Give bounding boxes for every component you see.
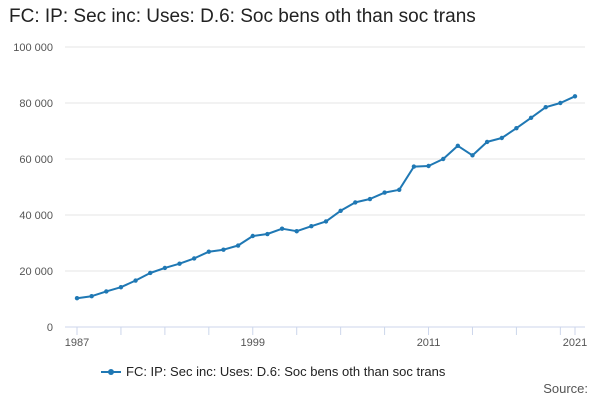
grid-layer (65, 46, 585, 272)
data-point (74, 295, 80, 301)
y-tick-label: 0 (47, 322, 53, 334)
legend-label: FC: IP: Sec inc: Uses: D.6: Soc bens oth… (126, 364, 446, 379)
data-point (221, 247, 226, 252)
y-tick-label: 80 000 (19, 98, 53, 110)
chart-title: FC: IP: Sec inc: Uses: D.6: Soc bens oth… (9, 6, 476, 27)
legend-line-marker-icon (101, 368, 121, 375)
data-point (104, 289, 109, 294)
data-point (484, 139, 490, 145)
x-tick-label: 1987 (65, 337, 89, 349)
data-point (250, 233, 255, 239)
data-point (572, 94, 578, 99)
x-tick-label: 2021 (563, 337, 587, 349)
data-point (162, 265, 168, 271)
data-point (338, 208, 343, 213)
data-point (455, 143, 461, 149)
data-point (543, 105, 548, 110)
data-point (133, 278, 138, 283)
data-point (367, 196, 373, 202)
source-label: Source: (543, 381, 588, 396)
x-tick-label: 2011 (417, 337, 441, 349)
axis-layer: 0 20 000 40 000 60 000 80 000 100 000 1987 1999… (13, 42, 587, 349)
data-point (265, 231, 270, 237)
data-point (499, 135, 504, 141)
data-point (118, 285, 124, 290)
data-point (382, 190, 387, 195)
data-point (235, 243, 241, 248)
legend[interactable]: FC: IP: Sec inc: Uses: D.6: Soc bens oth… (100, 364, 445, 379)
data-point (426, 163, 431, 169)
data-point (558, 100, 563, 106)
data-point (191, 256, 197, 261)
y-tick-label: 20 000 (19, 266, 53, 278)
data-point (206, 249, 212, 254)
series-line (76, 95, 576, 300)
data-point (397, 187, 402, 192)
y-tick-label: 40 000 (19, 210, 53, 222)
data-point (279, 226, 285, 231)
data-point (470, 153, 475, 158)
data-point (148, 270, 153, 276)
y-tick-label: 60 000 (19, 154, 53, 166)
data-point (309, 224, 314, 229)
data-point (323, 219, 329, 224)
data-point (353, 200, 358, 205)
data-point (89, 294, 94, 299)
x-tick-label: 1999 (241, 337, 265, 349)
data-point (411, 164, 417, 169)
data-point (177, 261, 182, 266)
y-tick-label: 100 000 (13, 42, 53, 54)
data-point (440, 156, 446, 162)
data-point (528, 115, 534, 121)
data-point (294, 229, 299, 234)
series-layer (74, 94, 578, 301)
data-point (514, 126, 519, 131)
